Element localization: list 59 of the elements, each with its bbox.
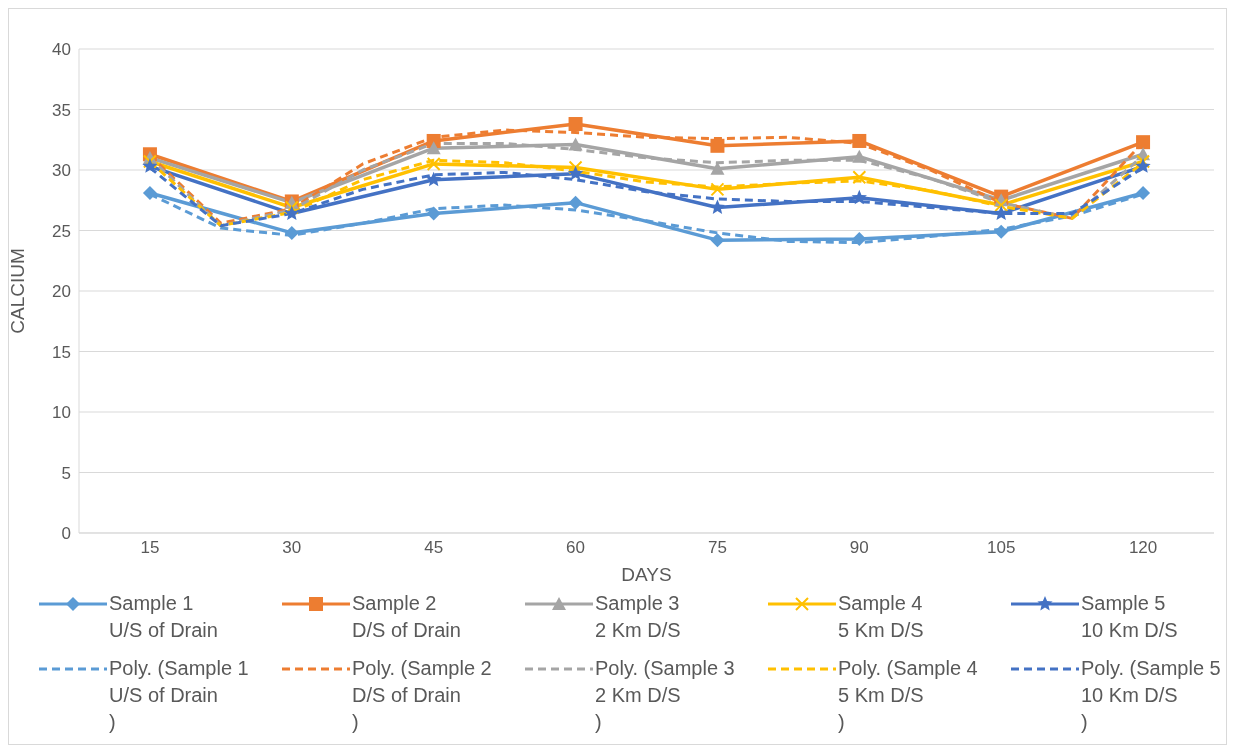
point <box>709 199 726 214</box>
point <box>426 206 441 221</box>
x-tick-label: 15 <box>140 538 160 558</box>
point <box>1136 135 1151 150</box>
legend-label: Sample 1 U/S of Drain <box>109 591 218 643</box>
legend-label: Sample 4 5 Km D/S <box>838 591 924 643</box>
point <box>852 231 867 246</box>
point <box>567 165 584 181</box>
x-tick-label: 45 <box>424 538 444 558</box>
point <box>994 198 1009 213</box>
legend-label: Poly. (Sample 4 5 Km D/S ) <box>838 656 978 735</box>
point <box>852 149 867 163</box>
legend-label: Poly. (Sample 5 10 Km D/S ) <box>1081 656 1221 735</box>
y-tick-label: 15 <box>52 342 71 362</box>
legend-label: Poly. (Sample 1 U/S of Drain ) <box>109 656 249 735</box>
x-axis-title: DAYS <box>621 564 672 585</box>
point <box>568 160 583 175</box>
point <box>284 200 299 215</box>
point <box>426 141 441 155</box>
x-tick-label: 90 <box>849 538 869 558</box>
point <box>1136 185 1151 200</box>
point <box>852 170 867 185</box>
point <box>142 185 157 200</box>
point <box>284 225 299 240</box>
y-tick-label: 10 <box>52 403 71 423</box>
x-tick-label: 105 <box>987 538 1016 558</box>
legend-label: Sample 3 2 Km D/S <box>595 591 681 643</box>
point <box>142 158 158 173</box>
x-tick-label: 75 <box>707 538 727 558</box>
y-axis-title: CALCIUM <box>6 248 28 334</box>
point <box>284 205 300 221</box>
point <box>993 205 1009 221</box>
point <box>852 133 867 148</box>
legend-label: Sample 2 D/S of Drain <box>352 591 461 643</box>
point <box>568 137 583 151</box>
x-tick-label: 120 <box>1128 538 1158 558</box>
y-tick-label: 40 <box>52 40 71 60</box>
point <box>1135 158 1151 173</box>
legend-label: Poly. (Sample 2 D/S of Drain ) <box>352 656 492 735</box>
y-tick-label: 20 <box>52 282 71 302</box>
point <box>710 182 725 197</box>
point <box>851 189 867 205</box>
y-tick-label: 5 <box>61 463 71 483</box>
y-tick-label: 25 <box>52 221 71 241</box>
x-tick-label: 30 <box>282 538 302 558</box>
legend-label: Poly. (Sample 3 2 Km D/S ) <box>595 656 735 735</box>
x-tick-label: 60 <box>566 538 586 558</box>
point <box>142 154 157 169</box>
legend-label: Sample 5 10 Km D/S <box>1081 591 1178 643</box>
y-tick-label: 35 <box>52 100 71 120</box>
point <box>568 195 583 210</box>
point <box>710 138 725 153</box>
point <box>710 233 725 248</box>
point <box>568 117 583 132</box>
point <box>426 156 441 171</box>
y-tick-label: 0 <box>61 524 71 544</box>
y-tick-label: 30 <box>52 161 71 181</box>
point <box>426 171 442 187</box>
point <box>994 224 1009 239</box>
